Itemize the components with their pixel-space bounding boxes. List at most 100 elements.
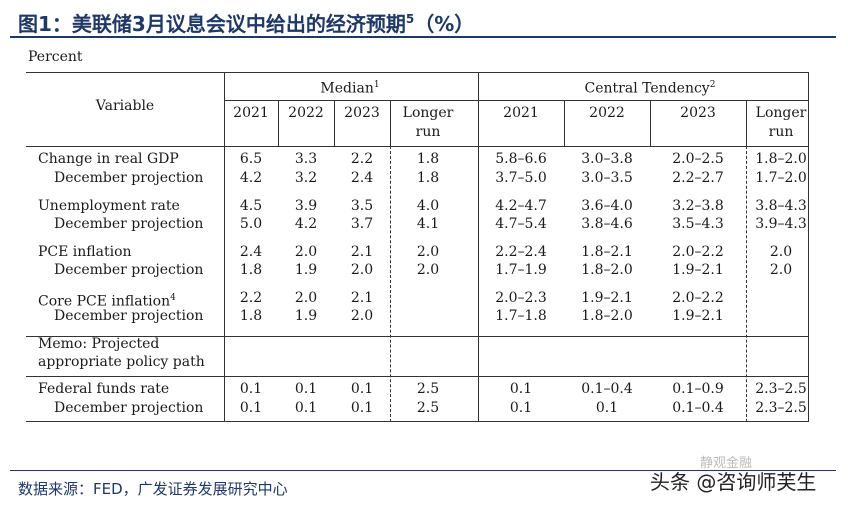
median-cell: 2.0 [294,244,318,260]
memo-bottom-rule [26,376,808,377]
row-label-footnote: 4 [170,293,176,303]
header-col-divider [564,100,565,146]
row-label-text: Federal funds rate [38,381,170,397]
median-cell: 4.5 [239,198,263,214]
central-tendency-cell: 4.2–4.7 [495,198,547,214]
median-longer-run-header: Longer [402,105,454,121]
central-tendency-cell: 3.0–3.5 [581,170,633,186]
row-label: Federal funds rate [38,380,169,398]
central-year-header: 2022 [589,105,625,121]
table-bottom-rule [26,421,808,422]
median-cell: 2.5 [416,381,440,397]
central-tendency-cell: 0.1–0.4 [581,381,633,397]
central-year-header: 2021 [503,105,539,121]
central-tendency-cell: 3.6–4.0 [581,198,633,214]
median-cell: 2.4 [239,244,263,260]
row-label-text: PCE inflation [38,244,132,260]
median-longer-run-header: run [415,124,441,140]
central-year-header: 2023 [680,105,716,121]
central-tendency-cell: 0.1–0.4 [672,400,724,416]
median-cell: 2.0 [350,308,374,324]
central-tendency-cell: 1.9–2.1 [672,308,724,324]
central-tendency-cell: 1.7–2.0 [755,170,807,186]
median-cell: 3.7 [350,216,374,232]
footer-rule [10,470,836,471]
median-cell: 0.1 [294,381,318,397]
median-cell: 4.1 [416,216,440,232]
central-longer-run-header: run [768,124,794,140]
row-label-text: December projection [54,170,204,186]
central-tendency-cell: 2.3–2.5 [755,381,807,397]
median-cell: 1.9 [294,308,318,324]
title-rule [10,36,836,38]
central-tendency-cell: 1.7–1.9 [495,262,547,278]
central-tendency-cell: 2.0 [769,262,793,278]
central-tendency-cell: 4.7–5.4 [495,216,547,232]
row-label: December projection [54,307,203,325]
header-bottom-rule [26,146,808,147]
median-header-label: Median [320,80,374,97]
row-label-text: Change in real GDP [38,151,179,167]
central-tendency-cell: 5.8–6.6 [495,151,547,167]
central-tendency-cell: 2.3–2.5 [755,400,807,416]
header-col-divider [334,100,335,146]
memo-label: Memo: Projected [38,336,160,352]
central-tendency-cell: 3.9–4.3 [755,216,807,232]
row-label: December projection [54,399,203,417]
central-tendency-label: Central Tendency [584,80,710,97]
median-cell: 2.0 [416,262,440,278]
figure-title-unit: （%） [414,12,475,36]
central-tendency-cell: 3.0–3.8 [581,151,633,167]
unit-label: Percent [28,49,83,65]
central-tendency-cell: 0.1 [595,400,619,416]
central-tendency-cell: 2.0–2.5 [672,151,724,167]
median-cell: 0.1 [239,400,263,416]
row-label-text: December projection [54,216,204,232]
central-tendency-cell: 1.8–2.1 [581,244,633,260]
median-longer-run-divider [390,146,391,422]
median-cell: 1.8 [239,262,263,278]
central-tendency-cell: 2.0 [769,244,793,260]
central-tendency-cell: 1.7–1.8 [495,308,547,324]
faint-watermark: 静观金融 [700,456,753,471]
median-cell: 6.5 [239,151,263,167]
row-label: Change in real GDP [38,150,179,168]
central-tendency-cell: 3.2–3.8 [672,198,724,214]
median-cell: 0.1 [294,400,318,416]
median-cell: 0.1 [350,400,374,416]
median-cell: 4.2 [294,216,318,232]
median-cell: 4.0 [416,198,440,214]
central-longer-run-divider [746,146,747,422]
median-cell: 4.2 [239,170,263,186]
row-label-text: December projection [54,308,204,324]
median-cell: 2.5 [416,400,440,416]
median-header-footnote: 1 [373,80,380,90]
table-top-rule [26,72,808,73]
median-cell: 3.9 [294,198,318,214]
median-header: Median1 [320,76,379,99]
central-tendency-cell: 1.9–2.1 [672,262,724,278]
central-left-border [478,72,479,422]
median-cell: 0.1 [239,381,263,397]
figure-title-text: 图1：美联储3月议息会议中给出的经济预期 [18,12,406,36]
memo-top-rule [26,336,808,337]
median-cell: 1.8 [416,170,440,186]
row-label: December projection [54,169,203,187]
median-cell: 2.4 [350,170,374,186]
central-tendency-header: Central Tendency2 [585,76,716,99]
median-year-header: 2023 [344,105,380,121]
row-label: Core PCE inflation4 [38,289,176,311]
header-col-divider [278,100,279,146]
row-label: Unemployment rate [38,197,180,215]
median-cell: 2.2 [239,290,263,306]
row-label: PCE inflation [38,243,132,261]
central-tendency-cell: 3.8–4.6 [581,216,633,232]
row-label-text: December projection [54,400,204,416]
header-col-divider [650,100,651,146]
median-cell: 1.8 [416,151,440,167]
median-cell: 2.0 [294,290,318,306]
central-tendency-cell: 1.8–2.0 [581,308,633,324]
central-longer-run-header: Longer [755,105,807,121]
median-cell: 3.3 [294,151,318,167]
table-right-border [808,72,809,422]
